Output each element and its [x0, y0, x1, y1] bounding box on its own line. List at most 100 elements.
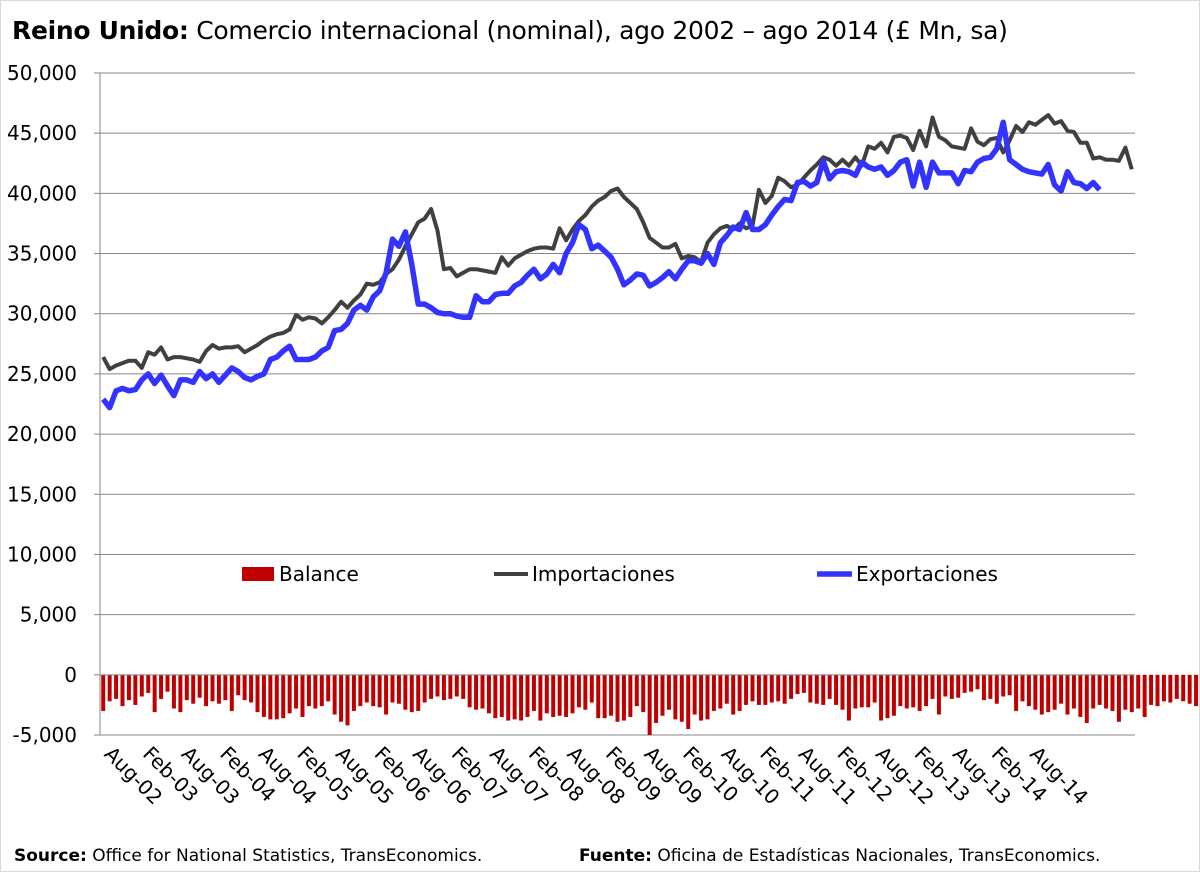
y-tick-label: 50,000 — [7, 61, 77, 85]
balance-bar — [371, 674, 376, 707]
balance-bar — [1136, 674, 1141, 709]
balance-bar — [1181, 674, 1186, 702]
balance-bar — [557, 674, 562, 716]
balance-bar — [975, 674, 980, 690]
balance-bar — [808, 674, 813, 703]
balance-bar — [564, 674, 569, 717]
balance-bar — [666, 674, 671, 710]
balance-bar — [210, 674, 215, 702]
balance-bar — [538, 674, 543, 721]
balance-bar — [814, 674, 819, 704]
balance-bar — [1174, 674, 1179, 699]
balance-bar — [1091, 674, 1096, 709]
balance-bar — [409, 674, 414, 713]
legend-swatch-balance — [242, 567, 274, 581]
balance-bar — [467, 674, 472, 708]
source-text: Office for National Statistics, TransEco… — [86, 846, 483, 866]
balance-bar — [255, 674, 260, 713]
balance-bar — [512, 674, 517, 720]
balance-bar — [570, 674, 575, 714]
legend-label-exports: Exportaciones — [856, 562, 998, 586]
legend: Balance Importaciones Exportaciones — [242, 562, 998, 586]
balance-bar — [351, 674, 356, 711]
balance-bar — [744, 674, 749, 705]
balance-bar — [936, 674, 941, 715]
balance-bar — [114, 674, 119, 699]
balance-bar — [313, 674, 318, 709]
balance-bar — [1046, 674, 1051, 713]
balance-bar — [120, 674, 125, 707]
balance-bar — [448, 674, 453, 699]
balance-bar — [422, 674, 427, 703]
balance-bar — [994, 674, 999, 704]
balance-bar — [641, 674, 646, 713]
balance-bar — [621, 674, 626, 721]
chart-title-rest: Comercio internacional (nominal), ago 20… — [188, 16, 1008, 45]
balance-bar — [435, 674, 440, 697]
balance-bar — [718, 674, 723, 709]
balance-bar — [776, 674, 781, 702]
balance-bar — [943, 674, 948, 697]
balance-bar — [261, 674, 266, 717]
balance-bar — [834, 674, 839, 705]
balance-bar — [891, 674, 896, 716]
balance-bar — [281, 674, 286, 719]
balance-bar — [326, 674, 331, 702]
y-tick-label: 0 — [64, 663, 77, 687]
balance-bar — [384, 674, 389, 715]
balance-bar — [229, 674, 234, 711]
balance-bar — [1123, 674, 1128, 710]
balance-bar — [673, 674, 678, 720]
balance-bar — [249, 674, 254, 703]
balance-bar — [544, 674, 549, 714]
fuente-note: Fuente: Oficina de Estadísticas Nacional… — [579, 846, 1100, 866]
balance-bar — [332, 674, 337, 715]
balance-bar — [756, 674, 761, 705]
balance-bar — [525, 674, 530, 717]
balance-bar — [609, 674, 614, 716]
gridlines — [100, 72, 1135, 736]
balance-bar — [789, 674, 794, 699]
balance-bar — [956, 674, 961, 698]
balance-bar — [988, 674, 993, 699]
balance-bar — [1071, 674, 1076, 709]
balance-bar — [1161, 674, 1166, 702]
balance-bar — [576, 674, 581, 708]
balance-bar — [654, 674, 659, 723]
fuente-text: Oficina de Estadísticas Nacionales, Tran… — [651, 846, 1101, 866]
chart-title: Reino Unido: Comercio internacional (nom… — [12, 16, 1008, 45]
balance-bar — [602, 674, 607, 719]
balance-bar — [981, 674, 986, 701]
chart-title-bold: Reino Unido: — [12, 16, 189, 45]
balance-bar — [287, 674, 292, 714]
balance-bar — [1194, 674, 1199, 707]
balance-bar — [197, 674, 202, 698]
balance-bar — [924, 674, 929, 707]
balance-bar — [840, 674, 845, 710]
balance-bar — [872, 674, 877, 703]
balance-bar — [859, 674, 864, 708]
balance-bar — [660, 674, 665, 716]
balance-bar — [126, 674, 131, 701]
balance-bar — [866, 674, 871, 708]
y-tick-label: 15,000 — [7, 482, 77, 506]
y-tick-label: 30,000 — [7, 302, 77, 326]
balance-bar — [1129, 674, 1134, 713]
balance-bar — [1142, 674, 1147, 717]
exports-line — [101, 119, 1102, 411]
balance-bar — [506, 674, 511, 721]
balance-bar — [390, 674, 395, 703]
balance-bar — [223, 674, 228, 701]
balance-bar — [679, 674, 684, 722]
balance-bar — [454, 674, 459, 697]
balance-bar — [101, 674, 106, 711]
balance-bar — [885, 674, 890, 719]
balance-bars — [101, 674, 1199, 735]
balance-bar — [962, 674, 967, 693]
source-label: Source: — [14, 846, 87, 866]
y-tick-label: 20,000 — [7, 422, 77, 446]
balance-bar — [236, 674, 241, 696]
balance-bar — [159, 674, 164, 699]
y-tick-label: 10,000 — [7, 542, 77, 566]
legend-label-balance: Balance — [279, 562, 359, 586]
